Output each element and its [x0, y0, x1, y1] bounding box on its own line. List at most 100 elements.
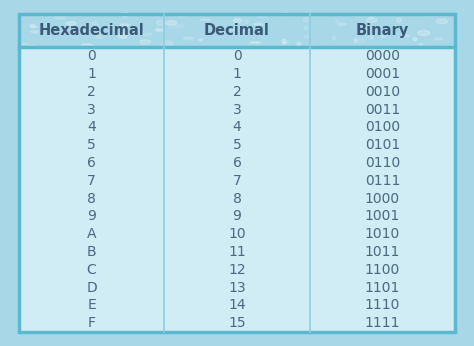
Text: 6: 6 [87, 156, 96, 170]
Ellipse shape [436, 19, 447, 24]
Ellipse shape [54, 16, 65, 19]
Ellipse shape [175, 25, 183, 28]
Ellipse shape [303, 18, 310, 21]
Text: Decimal: Decimal [204, 23, 270, 38]
Ellipse shape [358, 39, 365, 42]
Ellipse shape [311, 46, 318, 48]
Text: 7: 7 [87, 174, 96, 188]
Text: 6: 6 [233, 156, 241, 170]
Text: 8: 8 [87, 192, 96, 206]
Ellipse shape [419, 44, 423, 45]
Text: Hexadecimal: Hexadecimal [39, 23, 145, 38]
Ellipse shape [283, 41, 288, 44]
Ellipse shape [140, 40, 151, 44]
Ellipse shape [304, 35, 311, 38]
Text: 0001: 0001 [365, 67, 400, 81]
Ellipse shape [304, 27, 307, 29]
Ellipse shape [257, 14, 266, 18]
Text: 1: 1 [233, 67, 241, 81]
Bar [19, 14, 455, 47]
Ellipse shape [413, 38, 417, 41]
Ellipse shape [27, 45, 37, 47]
Ellipse shape [123, 33, 132, 35]
Ellipse shape [370, 35, 373, 39]
Text: 1101: 1101 [365, 281, 400, 295]
Text: 0101: 0101 [365, 138, 400, 152]
Text: 13: 13 [228, 281, 246, 295]
Text: F: F [88, 316, 96, 330]
Ellipse shape [362, 29, 369, 32]
Ellipse shape [366, 18, 377, 22]
Ellipse shape [95, 36, 102, 38]
Text: 0111: 0111 [365, 174, 400, 188]
Text: Binary: Binary [356, 23, 409, 38]
Ellipse shape [166, 21, 177, 25]
Ellipse shape [368, 17, 374, 18]
Text: 0000: 0000 [365, 49, 400, 63]
Text: 4: 4 [87, 120, 96, 134]
Ellipse shape [335, 20, 338, 23]
Text: 3: 3 [233, 102, 241, 117]
Ellipse shape [254, 23, 263, 25]
Ellipse shape [18, 43, 27, 44]
Ellipse shape [183, 37, 193, 39]
Text: 0010: 0010 [365, 85, 400, 99]
Ellipse shape [118, 35, 127, 38]
Text: 1111: 1111 [365, 316, 400, 330]
Text: B: B [87, 245, 96, 259]
Text: A: A [87, 227, 96, 241]
Text: 9: 9 [233, 209, 241, 224]
Ellipse shape [404, 35, 410, 37]
Ellipse shape [285, 12, 289, 16]
Text: 0: 0 [233, 49, 241, 63]
Text: 3: 3 [87, 102, 96, 117]
Ellipse shape [381, 36, 385, 37]
Ellipse shape [31, 26, 38, 28]
Text: 0011: 0011 [365, 102, 400, 117]
Ellipse shape [435, 38, 442, 40]
Ellipse shape [23, 14, 33, 16]
Text: 1100: 1100 [365, 263, 400, 277]
Text: D: D [86, 281, 97, 295]
Ellipse shape [142, 33, 153, 36]
Text: 7: 7 [233, 174, 241, 188]
Text: 2: 2 [87, 85, 96, 99]
Text: 5: 5 [87, 138, 96, 152]
Ellipse shape [251, 42, 261, 43]
Ellipse shape [82, 44, 92, 47]
Text: 8: 8 [233, 192, 241, 206]
Text: 1110: 1110 [365, 299, 400, 312]
Ellipse shape [162, 41, 173, 46]
Ellipse shape [178, 14, 187, 17]
Ellipse shape [231, 29, 237, 30]
Ellipse shape [30, 25, 36, 28]
Text: 4: 4 [233, 120, 241, 134]
Text: 10: 10 [228, 227, 246, 241]
Ellipse shape [31, 30, 38, 33]
Text: 15: 15 [228, 316, 246, 330]
Text: C: C [87, 263, 96, 277]
Ellipse shape [199, 39, 203, 41]
Ellipse shape [156, 20, 165, 25]
Text: 0110: 0110 [365, 156, 400, 170]
Ellipse shape [355, 38, 357, 43]
Ellipse shape [245, 20, 249, 23]
Ellipse shape [120, 24, 129, 26]
Ellipse shape [397, 18, 401, 23]
Ellipse shape [424, 14, 435, 17]
Text: 11: 11 [228, 245, 246, 259]
Ellipse shape [337, 23, 346, 25]
Text: 2: 2 [233, 85, 241, 99]
Ellipse shape [233, 19, 242, 22]
Ellipse shape [92, 22, 98, 27]
Text: E: E [87, 299, 96, 312]
Ellipse shape [200, 19, 210, 20]
Text: 9: 9 [87, 209, 96, 224]
Ellipse shape [122, 12, 128, 17]
Ellipse shape [66, 22, 76, 25]
Bar [19, 47, 455, 332]
Ellipse shape [155, 29, 164, 31]
Text: 1010: 1010 [365, 227, 400, 241]
Ellipse shape [418, 30, 429, 36]
Ellipse shape [297, 42, 301, 47]
